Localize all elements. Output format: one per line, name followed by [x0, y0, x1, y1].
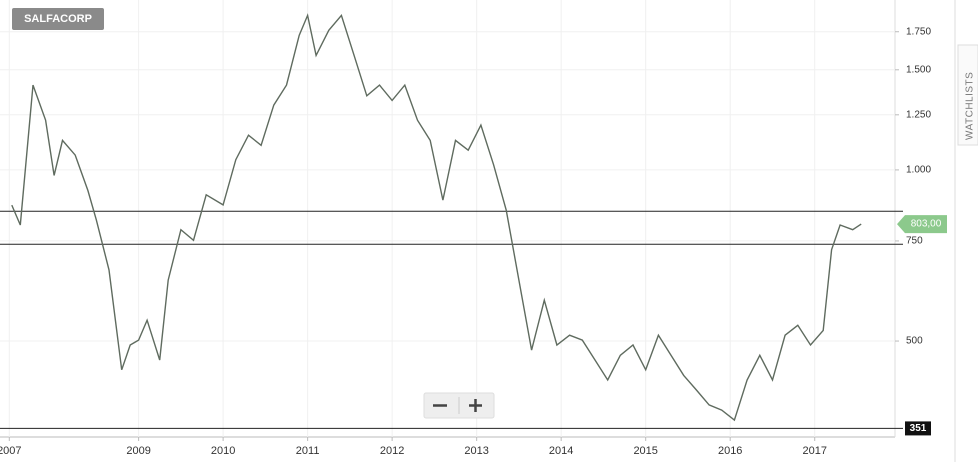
y-tick-label: 1.750 [906, 26, 931, 37]
price-line [11, 13, 862, 422]
x-tick-label: 2007 [0, 445, 22, 457]
y-tick-label: 1.500 [906, 64, 931, 75]
x-tick-label: 2010 [211, 445, 235, 457]
x-tick-label: 2016 [718, 445, 742, 457]
side-tab-label[interactable]: WATCHLISTS [965, 72, 976, 140]
x-tick-label: 2009 [126, 445, 150, 457]
level-label: 351 [910, 423, 927, 434]
y-tick-label: 1.000 [906, 165, 931, 176]
y-tick-label: 1.250 [906, 109, 931, 120]
chart-title: SALFACORP [24, 13, 92, 25]
x-tick-label: 2013 [464, 445, 488, 457]
x-tick-label: 2015 [633, 445, 657, 457]
price-badge [897, 215, 947, 234]
plot: 500 750 1.000 1.250 1.500 1.750 2007 2009 2010 20… [0, 0, 947, 457]
x-tick-label: 2017 [802, 445, 826, 457]
side-tab[interactable] [957, 44, 978, 146]
y-tick-label: 750 [906, 236, 923, 247]
price-label: 803,00 [911, 219, 942, 230]
level-badge [905, 421, 931, 436]
y-tick-label: 500 [906, 336, 923, 347]
x-tick-label: 2011 [296, 445, 320, 457]
title-badge [12, 8, 104, 30]
x-tick-label: 2014 [549, 445, 573, 457]
x-tick-label: 2012 [380, 445, 404, 457]
